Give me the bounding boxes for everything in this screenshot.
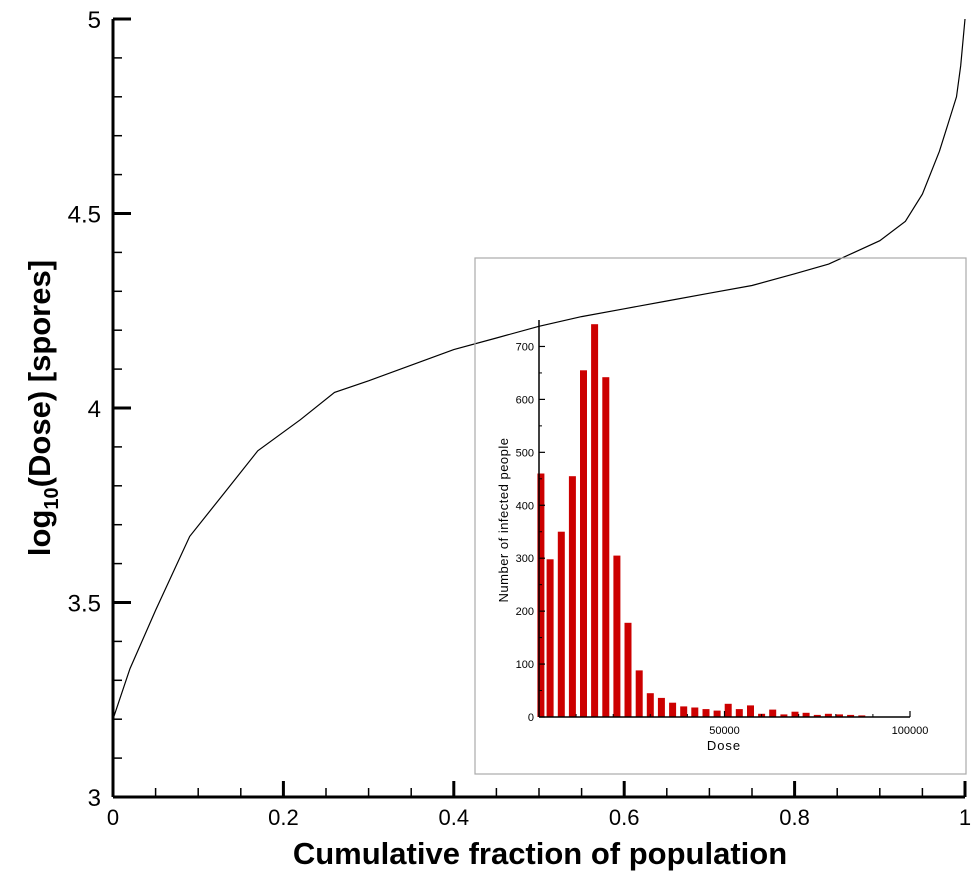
main-x-tick-label: 0.6	[609, 805, 640, 830]
inset-bar	[669, 702, 677, 717]
inset-x-axis-label: Dose	[707, 738, 741, 753]
main-x-tick-label: 1	[959, 805, 971, 830]
inset-bar	[691, 707, 699, 717]
main-x-tick-label: 0.2	[268, 805, 299, 830]
main-series	[112, 18, 966, 720]
inset-bar	[713, 710, 721, 717]
main-x-tick-label: 0.8	[779, 805, 810, 830]
main-ticks: 0 0.2 0.4 0.6 0.8 1 3 3.5 4 4.5 5	[68, 7, 972, 830]
main-y-axis-label-sub: 10	[41, 487, 63, 509]
inset-y-tick-label: 100	[516, 659, 534, 671]
main-y-axis-label: log10(Dose) [spores]	[22, 260, 63, 556]
inset-bar	[836, 714, 843, 717]
inset-bar	[813, 714, 821, 717]
inset-bar	[624, 622, 632, 717]
main-chart: 0 0.2 0.4 0.6 0.8 1 3 3.5 4 4.5 5 Cumulative fract…	[22, 7, 971, 871]
main-x-tick-label: 0.4	[439, 805, 470, 830]
inset-y-tick-label: 300	[516, 553, 534, 565]
main-x-tick-label: 0	[107, 805, 119, 830]
inset-y-tick-label: 500	[516, 447, 534, 459]
main-y-axis-label-log: log	[22, 510, 57, 557]
inset-y-axis-label: Number of infected people	[496, 438, 511, 603]
inset-bar	[769, 709, 777, 717]
inset-y-tick-label: 200	[516, 606, 534, 618]
inset-bar	[557, 531, 565, 717]
inset-bar	[580, 370, 587, 717]
inset-y-tick-label: 600	[516, 394, 534, 406]
main-y-tick-label: 3	[88, 785, 101, 812]
main-y-axis-label-rest: (Dose) [spores]	[22, 260, 57, 487]
inset-x-tick-label: 50000	[709, 725, 740, 737]
inset-y-tick-label: 700	[516, 341, 534, 353]
main-y-tick-label: 5	[88, 7, 101, 34]
inset-bar	[747, 705, 754, 717]
inset-bar	[568, 476, 576, 717]
inset-bar	[702, 709, 710, 717]
inset-x-tick-label: 100000	[892, 725, 929, 737]
inset-bar	[646, 693, 654, 717]
inset-bar	[735, 709, 743, 717]
inset-frame	[474, 257, 967, 775]
inset-y-tick-label: 0	[528, 712, 534, 724]
inset-bar	[847, 714, 855, 717]
inset-bar	[546, 559, 554, 717]
main-y-tick-label: 3.5	[68, 591, 101, 618]
main-y-tick-label: 4	[88, 396, 101, 423]
inset-bar	[657, 697, 665, 717]
inset-bar	[802, 712, 810, 717]
inset-bar	[613, 555, 621, 717]
inset-bars	[537, 324, 866, 717]
inset-bar	[824, 713, 832, 717]
inset-y-tick-label: 400	[516, 500, 534, 512]
inset-bar	[537, 473, 545, 717]
inset-bar	[791, 711, 799, 717]
inset-bar	[635, 670, 643, 717]
main-y-tick-label: 4.5	[68, 202, 101, 229]
inset-bar	[680, 706, 688, 717]
main-x-axis-label: Cumulative fraction of population	[293, 836, 787, 871]
inset-bar	[858, 715, 866, 717]
inset-bar	[780, 714, 788, 717]
inset-ticks: 50000 100000 0 100 200 300 400 500 600 700	[516, 341, 929, 737]
inset-bar	[724, 703, 732, 717]
inset-chart: 50000 100000 0 100 200 300 400 500 600 700 Dose N…	[474, 257, 967, 775]
inset-bar	[591, 324, 599, 717]
main-series-line	[112, 18, 966, 720]
inset-bar	[602, 377, 610, 717]
